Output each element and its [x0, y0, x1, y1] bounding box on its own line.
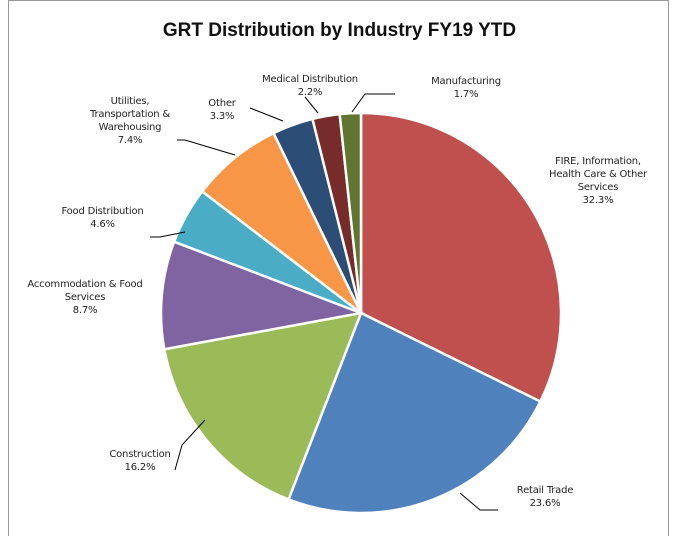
chart-frame	[8, 0, 669, 536]
value-label: 2.2%	[297, 87, 323, 98]
leader-line	[150, 231, 186, 238]
pie-slice	[162, 311, 363, 502]
pie-slice	[159, 240, 366, 351]
leader-line	[351, 93, 395, 113]
category-label: Retail Trade	[516, 485, 574, 496]
slice-label: FIRE, Information, Health Care & Other S…	[538, 155, 658, 207]
value-label: 23.6%	[529, 498, 561, 509]
slice-label: Manufacturing 1.7%	[410, 75, 522, 101]
category-label: Other	[208, 98, 236, 109]
category-label: FIRE, Information, Health Care & Other S…	[549, 156, 647, 193]
slice-label: Construction 16.2%	[90, 448, 190, 474]
leader-line	[174, 419, 206, 471]
category-label: Food Distribution	[61, 206, 144, 217]
pie-slice	[286, 311, 543, 515]
value-label: 16.2%	[124, 462, 156, 473]
leader-line	[249, 107, 284, 122]
slice-label: Food Distribution 4.6%	[45, 205, 160, 231]
leader-line	[177, 139, 236, 156]
value-label: 3.3%	[209, 111, 235, 122]
value-label: 4.6%	[90, 219, 115, 230]
category-label: Utilities, Transportation & Warehousing	[90, 96, 170, 133]
category-label: Medical Distribution	[262, 74, 358, 85]
leader-line	[459, 492, 498, 511]
category-label: Accommodation & Food Services	[27, 279, 143, 303]
value-label: 7.4%	[117, 135, 143, 146]
category-label: Manufacturing	[431, 76, 501, 87]
value-label: 32.3%	[582, 195, 614, 206]
pie-slice	[338, 111, 363, 314]
pie-slice	[359, 111, 563, 404]
slice-label: Retail Trade 23.6%	[495, 484, 595, 510]
chart-title: GRT Distribution by Industry FY19 YTD	[162, 20, 517, 41]
slice-label: Medical Distribution 2.2%	[250, 73, 370, 99]
value-label: 8.7%	[72, 305, 98, 316]
slice-label: Other 3.3%	[182, 97, 262, 123]
value-label: 1.7%	[453, 89, 479, 100]
slice-label: Utilities, Transportation & Warehousing 7…	[75, 95, 185, 147]
leader-line	[304, 96, 319, 114]
slice-label: Accommodation & Food Services 8.7%	[10, 278, 160, 317]
category-label: Construction	[109, 449, 171, 460]
